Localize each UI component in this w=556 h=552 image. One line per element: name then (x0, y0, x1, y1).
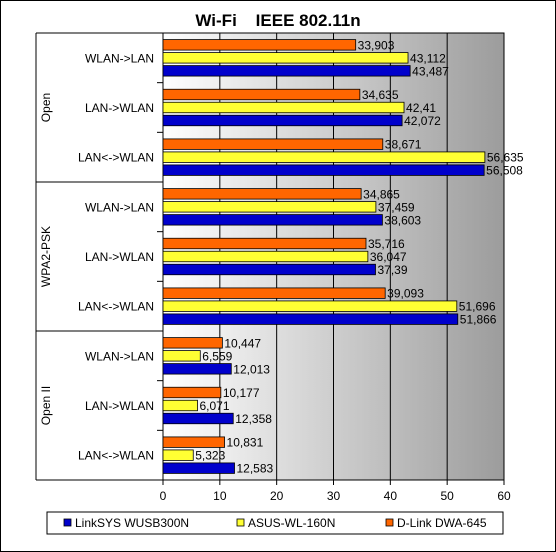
data-label: 34,865 (363, 187, 400, 201)
category-label: WLAN->LAN (85, 51, 154, 65)
bar (162, 88, 361, 101)
bar (162, 151, 486, 163)
category-label: LAN->WLAN (85, 250, 154, 264)
bar (162, 52, 409, 64)
data-label: 42,072 (404, 114, 441, 128)
data-label: 34,635 (362, 88, 399, 102)
bar (162, 65, 411, 77)
data-label: 43,487 (412, 64, 449, 78)
x-tick-label: 20 (270, 489, 284, 503)
data-label: 5,323 (195, 449, 225, 463)
x-tick-label: 0 (160, 489, 167, 503)
category-label: LAN->WLAN (85, 101, 154, 115)
data-label: 51,696 (459, 300, 496, 314)
data-label: 35,716 (368, 237, 405, 251)
data-label: 12,358 (235, 412, 272, 426)
bar (162, 313, 459, 325)
bar (162, 412, 234, 425)
legend: LinkSYS WUSB300N ASUS-WL-160N D-Link DWA-6… (46, 511, 504, 535)
legend-box (46, 511, 504, 535)
data-label: 33,903 (358, 38, 395, 52)
bar (162, 101, 405, 114)
bar (162, 164, 485, 176)
data-label: 12,013 (233, 362, 270, 376)
data-label: 51,866 (460, 313, 497, 327)
group-label: Open II (39, 386, 53, 425)
data-label: 10,177 (223, 386, 260, 400)
data-label: 36,047 (370, 250, 407, 264)
data-label: 6,071 (200, 399, 230, 413)
group-label: Open (39, 93, 53, 122)
category-label: LAN<->WLAN (78, 300, 154, 314)
bar (162, 399, 198, 412)
bar (162, 39, 357, 51)
bar (162, 214, 383, 226)
bar (162, 188, 362, 200)
bar (162, 300, 458, 312)
x-tick-label: 40 (384, 489, 398, 503)
category-label: WLAN->LAN (85, 349, 154, 363)
data-label: 10,831 (227, 436, 264, 450)
bar (162, 337, 223, 349)
x-tick-label: 60 (497, 489, 511, 503)
bar (162, 114, 403, 127)
legend-label: ASUS-WL-160N (248, 516, 335, 530)
data-label: 12,583 (237, 462, 274, 476)
group-label: WPA2-PSK (39, 226, 53, 287)
data-label: 10,447 (224, 336, 261, 350)
category-label: LAN->WLAN (85, 399, 154, 413)
bar (162, 287, 386, 299)
data-label: 38,603 (384, 213, 421, 227)
x-tick-label: 30 (327, 489, 341, 503)
legend-label: D-Link DWA-645 (397, 516, 487, 530)
axes: WLAN->LAN LAN->WLAN LAN<->WLAN Open WLAN->LA… (35, 32, 511, 503)
legend-label: LinkSYS WUSB300N (75, 516, 189, 530)
data-label: 56,635 (487, 151, 524, 165)
x-tick-label: 50 (440, 489, 454, 503)
bar (162, 263, 376, 276)
data-label: 43,112 (410, 51, 446, 65)
bars (162, 39, 486, 474)
category-label: LAN<->WLAN (78, 151, 154, 165)
bar (162, 386, 222, 399)
category-label: LAN<->WLAN (78, 449, 154, 463)
data-label: 6,559 (202, 349, 232, 363)
bar (162, 138, 384, 150)
legend-swatch (236, 518, 245, 527)
bar (162, 350, 201, 362)
x-tick-label: 10 (213, 489, 227, 503)
bar (162, 436, 225, 448)
chart-title: Wi-Fi IEEE 802.11n (195, 11, 360, 30)
bar (162, 237, 367, 250)
bar (162, 201, 377, 213)
bar (162, 250, 369, 263)
data-label: 37,459 (378, 200, 415, 214)
data-label: 38,671 (385, 138, 422, 152)
category-label: WLAN->LAN (85, 200, 154, 214)
legend-swatch (63, 518, 72, 527)
bar (162, 449, 194, 461)
data-label: 37,39 (377, 263, 407, 277)
data-label: 42,41 (406, 101, 436, 115)
data-label: 39,093 (387, 287, 424, 301)
bar (162, 462, 235, 474)
data-label: 56,508 (486, 164, 523, 178)
bar (162, 363, 232, 375)
legend-swatch (385, 518, 394, 527)
